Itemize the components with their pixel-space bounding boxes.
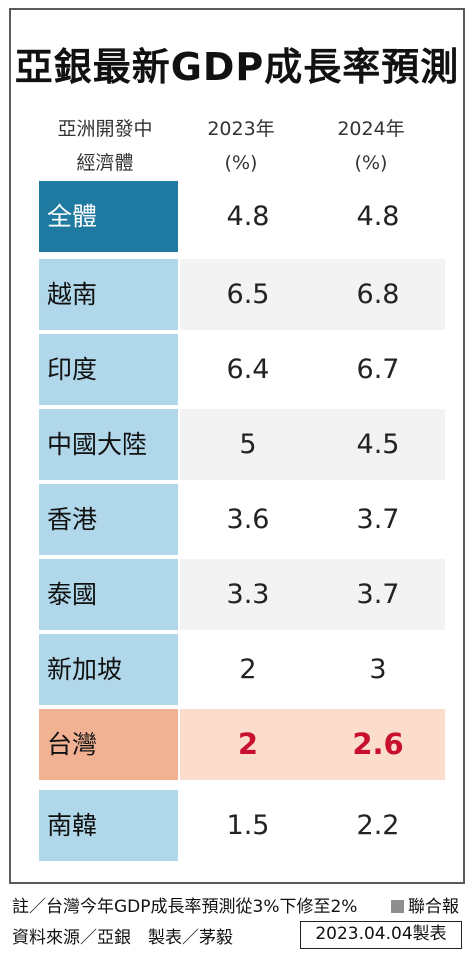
header-2023-year: 2023年 xyxy=(207,118,275,140)
table-row: 印度 6.4 6.7 xyxy=(39,334,445,405)
row-values: 3.6 3.7 xyxy=(180,484,445,555)
header-2023: 2023年 (%) xyxy=(186,112,296,180)
value-2023: 5 xyxy=(239,429,257,460)
table-row: 南韓 1.5 2.2 xyxy=(39,790,445,861)
value-2024: 3 xyxy=(369,654,387,685)
table-row-taiwan: 台灣 2 2.6 xyxy=(39,709,445,780)
table-row: 全體 4.8 4.8 xyxy=(39,181,445,252)
row-values: 1.5 2.2 xyxy=(180,790,445,861)
source-credit: 資料來源／亞銀 製表／茅毅 xyxy=(12,928,233,948)
value-2024: 3.7 xyxy=(356,504,400,535)
page-title: 亞銀最新GDP成長率預測 xyxy=(14,45,460,89)
value-2024: 2.6 xyxy=(352,727,404,761)
value-2023: 6.4 xyxy=(226,354,270,385)
value-2023: 3.3 xyxy=(226,579,270,610)
row-label: 印度 xyxy=(39,334,178,405)
value-2023: 3.6 xyxy=(226,504,270,535)
value-2024: 2.2 xyxy=(356,810,400,841)
row-label: 香港 xyxy=(39,484,178,555)
row-label: 新加坡 xyxy=(39,634,178,705)
table-row: 中國大陸 5 4.5 xyxy=(39,409,445,480)
value-2024: 3.7 xyxy=(356,579,400,610)
header-2024-unit: (%) xyxy=(354,152,388,174)
header-2024: 2024年 (%) xyxy=(316,112,426,180)
value-2023: 2 xyxy=(237,727,259,761)
square-icon xyxy=(391,900,404,913)
value-2023: 2 xyxy=(239,654,257,685)
header-economy-label: 亞洲開發中 經濟體 xyxy=(30,112,180,180)
table-row: 新加坡 2 3 xyxy=(39,634,445,705)
row-values: 4.8 4.8 xyxy=(180,181,445,252)
value-2024: 6.8 xyxy=(356,279,400,310)
value-2024: 4.5 xyxy=(356,429,400,460)
value-2024: 6.7 xyxy=(356,354,400,385)
row-values: 5 4.5 xyxy=(180,409,445,480)
row-label: 全體 xyxy=(39,181,178,252)
header-2023-unit: (%) xyxy=(224,152,258,174)
header-economy-line1: 亞洲開發中 xyxy=(57,118,153,140)
row-values: 2 3 xyxy=(180,634,445,705)
header-2024-year: 2024年 xyxy=(337,118,405,140)
row-label: 南韓 xyxy=(39,790,178,861)
row-label: 台灣 xyxy=(39,709,178,780)
value-2024: 4.8 xyxy=(356,201,400,232)
table-row: 越南 6.5 6.8 xyxy=(39,259,445,330)
value-2023: 4.8 xyxy=(226,201,270,232)
publisher-name: 聯合報 xyxy=(408,897,459,917)
date-stamp: 2023.04.04製表 xyxy=(300,921,462,949)
table-row: 泰國 3.3 3.7 xyxy=(39,559,445,630)
row-values: 6.4 6.7 xyxy=(180,334,445,405)
table-row: 香港 3.6 3.7 xyxy=(39,484,445,555)
value-2023: 6.5 xyxy=(226,279,270,310)
row-label: 越南 xyxy=(39,259,178,330)
row-values: 6.5 6.8 xyxy=(180,259,445,330)
value-2023: 1.5 xyxy=(226,810,270,841)
row-values: 3.3 3.7 xyxy=(180,559,445,630)
publisher-logo: 聯合報 xyxy=(391,892,459,917)
row-label: 泰國 xyxy=(39,559,178,630)
header-economy-line2: 經濟體 xyxy=(76,152,134,174)
row-label: 中國大陸 xyxy=(39,409,178,480)
footnote: 註／台灣今年GDP成長率預測從3%下修至2% xyxy=(12,897,358,917)
row-values: 2 2.6 xyxy=(180,709,445,780)
